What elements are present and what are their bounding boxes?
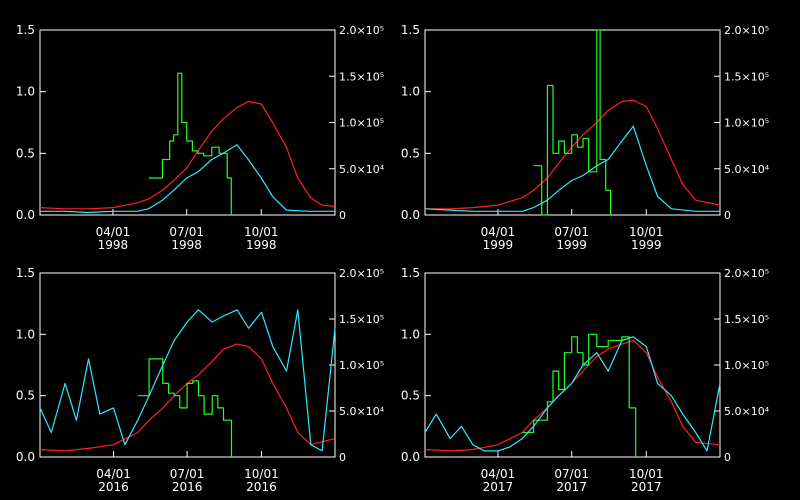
x-tick-label-year: 2017 xyxy=(631,480,662,494)
right-y-tick-label: 0 xyxy=(339,451,346,464)
left-y-tick-label: 1.0 xyxy=(16,85,35,99)
right-y-tick-label: 1.5×10⁵ xyxy=(339,70,384,83)
x-tick-label-year: 1999 xyxy=(556,238,587,252)
x-tick-label-year: 2016 xyxy=(98,480,129,494)
series-line-3 xyxy=(424,125,720,212)
left-y-tick-label: 0.0 xyxy=(16,450,35,464)
left-y-tick-label: 1.0 xyxy=(401,327,420,341)
right-y-tick-label: 2.0×10⁵ xyxy=(339,24,384,37)
left-y-tick-label: 0.0 xyxy=(401,450,420,464)
series-line-2 xyxy=(137,358,233,457)
left-y-tick-label: 0.5 xyxy=(401,146,420,160)
left-y-tick-label: 0.5 xyxy=(16,389,35,403)
left-y-tick-label: 1.5 xyxy=(16,266,35,280)
x-tick-label-date: 07/01 xyxy=(554,467,589,481)
right-y-tick-label: 1.0×10⁵ xyxy=(339,117,384,130)
right-y-tick-label: 0 xyxy=(724,451,731,464)
series-line-3 xyxy=(424,336,721,452)
x-tick-label-date: 10/01 xyxy=(244,225,279,239)
x-tick-label-year: 1998 xyxy=(98,238,129,252)
x-tick-label-date: 07/01 xyxy=(554,225,589,239)
panel-4: 0.0 0.5 1.0 1.5 0 5.0×10⁴ 1.0×10⁵ 1.5×10⁵ 2.0×10… xyxy=(401,266,770,494)
x-tick-label-year: 2017 xyxy=(483,480,514,494)
x-tick-label-date: 04/01 xyxy=(96,467,131,481)
right-y-tick-label: 1.5×10⁵ xyxy=(724,313,769,326)
series-line-2 xyxy=(533,29,612,216)
right-y-tick-label: 2.0×10⁵ xyxy=(724,24,769,37)
series-line-3 xyxy=(39,309,336,452)
series-line-1 xyxy=(39,100,336,210)
x-tick-label-year: 1998 xyxy=(171,238,202,252)
x-tick-label-year: 1998 xyxy=(246,238,277,252)
right-y-tick-label: 0 xyxy=(724,209,731,222)
x-tick-label-year: 1999 xyxy=(631,238,662,252)
x-tick-label-date: 07/01 xyxy=(169,225,204,239)
right-y-tick-label: 1.0×10⁵ xyxy=(724,359,769,372)
series-line-3 xyxy=(40,144,335,214)
right-y-tick-label: 1.0×10⁵ xyxy=(339,359,384,372)
panel-1: 0.0 0.5 1.0 1.5 0 5.0×10⁴ 1.0×10⁵ 1.5×10⁵ 2.0×10… xyxy=(16,23,385,252)
panel-3: 0.0 0.5 1.0 1.5 0 5.0×10⁴ 1.0×10⁵ 1.5×10⁵ 2.0×10… xyxy=(16,266,385,494)
series-line-2 xyxy=(522,333,637,457)
panels: 0.0 0.5 1.0 1.5 0 5.0×10⁴ 1.0×10⁵ 1.5×10⁵ 2.0×10… xyxy=(16,23,770,494)
left-y-tick-label: 1.5 xyxy=(401,266,420,280)
left-y-tick-label: 1.5 xyxy=(401,23,420,37)
series-line-1 xyxy=(39,343,336,452)
x-tick-label-year: 2016 xyxy=(246,480,277,494)
panel-2: 0.0 0.5 1.0 1.5 0 5.0×10⁴ 1.0×10⁵ 1.5×10⁵ 2.0×10… xyxy=(401,23,770,252)
right-y-tick-label: 5.0×10⁴ xyxy=(724,163,770,176)
x-tick-label-date: 07/01 xyxy=(170,467,205,481)
right-y-tick-label: 0 xyxy=(339,209,346,222)
right-y-tick-label: 5.0×10⁴ xyxy=(724,405,770,418)
right-y-tick-label: 5.0×10⁴ xyxy=(339,163,385,176)
x-tick-label-date: 10/01 xyxy=(244,467,279,481)
left-y-tick-label: 0.0 xyxy=(401,208,420,222)
x-tick-label-year: 1999 xyxy=(483,238,514,252)
left-y-tick-label: 0.5 xyxy=(16,146,35,160)
left-y-tick-label: 0.0 xyxy=(16,208,35,222)
series-line-2 xyxy=(148,72,232,215)
right-y-tick-label: 2.0×10⁵ xyxy=(339,267,384,280)
right-y-tick-label: 2.0×10⁵ xyxy=(724,267,769,280)
right-y-tick-label: 1.5×10⁵ xyxy=(724,70,769,83)
left-y-tick-label: 1.0 xyxy=(401,85,420,99)
x-tick-label-date: 04/01 xyxy=(481,467,516,481)
x-tick-label-date: 10/01 xyxy=(629,467,664,481)
left-y-tick-label: 1.5 xyxy=(16,23,35,37)
series-line-1 xyxy=(424,339,721,452)
left-y-tick-label: 0.5 xyxy=(401,389,420,403)
right-y-tick-label: 5.0×10⁴ xyxy=(339,405,385,418)
left-y-tick-label: 1.0 xyxy=(16,327,35,341)
x-tick-label-date: 10/01 xyxy=(629,225,664,239)
x-tick-label-date: 04/01 xyxy=(481,225,516,239)
x-tick-label-year: 2017 xyxy=(556,480,587,494)
right-y-tick-label: 1.0×10⁵ xyxy=(724,117,769,130)
x-tick-label-date: 04/01 xyxy=(96,225,131,239)
series-line-1 xyxy=(425,99,721,210)
x-tick-label-year: 2016 xyxy=(172,480,203,494)
right-y-tick-label: 1.5×10⁵ xyxy=(339,313,384,326)
